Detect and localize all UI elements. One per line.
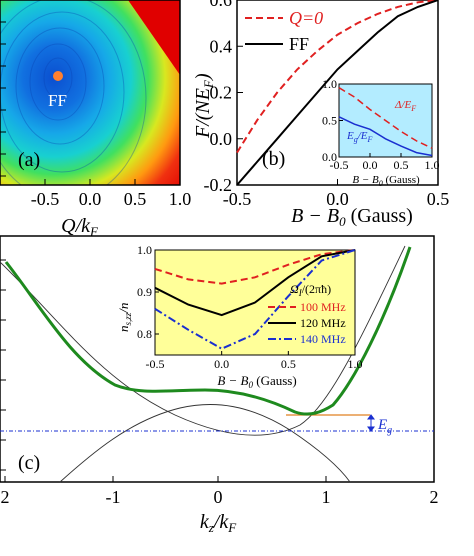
inset-c-ylabel: ns,zz/n (116, 303, 133, 332)
panel-b-xtick-label: 0.0 (326, 189, 349, 209)
green-band-curve (4, 246, 412, 416)
panel-c-xtick-label: 0 (214, 487, 223, 507)
panel-b-xlabel: B − B0 (Gauss) (291, 205, 413, 229)
ff-marker (53, 71, 63, 81)
eg-arrow (367, 414, 375, 432)
inset-c-legend: 100 MHz 120 MHz 140 MHz (268, 300, 346, 346)
ff-point-label: FF (48, 91, 67, 110)
band-lower-thin (59, 404, 351, 483)
inset-c-xtick-label: 1.0 (348, 357, 363, 371)
inset-c-legend-label: 100 MHz (300, 300, 346, 314)
inset-b-ytick-label: 1.0 (322, 77, 337, 91)
inset-b-axes: 0.00.51.0-0.5 0.0 0.5 1.0 (322, 77, 440, 172)
legend-ff-label: FF (289, 34, 309, 54)
panel-b-ytick-label: -0.2 (204, 175, 233, 195)
panel-c-xtick-label: 2 (1, 487, 10, 507)
inset-c-legend-label: 120 MHz (300, 316, 346, 330)
panel-a-xtick-label: 0.5 (124, 189, 147, 209)
inset-b-series-line (338, 87, 433, 149)
panel-b-series (236, 0, 439, 186)
inset-c-ytick-label: 0.8 (137, 327, 152, 341)
panel-b-axes: -0.20.00.20.40.6-0.5 0.0 0.5 (204, 0, 450, 209)
panel-b-label: (b) (262, 148, 285, 170)
panel-b-xtick-label: 0.5 (427, 189, 450, 209)
panel-c-xtick-label: -1 (106, 487, 121, 507)
panel-c-xtick-label: 1 (322, 487, 331, 507)
heatmap-red-region (128, 0, 180, 75)
inset-c-xtick-label: 0.0 (214, 357, 229, 371)
panel-b-ytick-label: 0.4 (210, 36, 233, 56)
panel-b-ytick-label: 0.2 (210, 83, 233, 103)
panel-a-xtick-label: -0.5 (31, 189, 60, 209)
inset-b-series-line (338, 116, 433, 157)
panel-a-x-ticks: -0.5 0.0 0.5 1.0 (31, 179, 192, 209)
panel-c-label: (c) (18, 452, 40, 474)
inset-b-xtick-label: 0.0 (363, 158, 378, 172)
band-upper-thin (0, 245, 406, 436)
panel-b-series-line (236, 0, 439, 154)
inset-b-xtick-label: 0.5 (394, 158, 409, 172)
inset-b-ytick-label: 0.0 (322, 150, 337, 164)
inset-c-series-line (154, 249, 356, 285)
panel-c-xlabel: kz/kF (200, 511, 237, 535)
panel-b-legend: Q=0 FF (245, 8, 323, 54)
panel-c-inset: 0.8 0.9 1.0 -0.5 0.0 0.5 1.0 ns,zz/n B − B0 (G… (116, 243, 363, 390)
inset-c-xtick-label: 0.5 (281, 357, 296, 371)
inset-c-ytick-label: 0.9 (137, 285, 152, 299)
panel-c-xtick-label: 2 (430, 487, 439, 507)
heatmap-contours (0, 0, 147, 185)
inset-c-series-line (154, 249, 356, 350)
panel-b-series-line (236, 0, 439, 186)
inset-c-legend-label: 140 MHz (300, 332, 346, 346)
panel-b-ytick-label: 0.6 (210, 0, 233, 10)
panel-b: -0.20.00.20.40.6-0.5 0.0 0.5 Q=0 FF (b) F/… (192, 0, 449, 229)
panel-c-left-ticks (0, 259, 6, 471)
inset-c-series (154, 249, 356, 350)
inset-c-xtick-label: -0.5 (146, 357, 165, 371)
panel-b-xtick-label: -0.5 (223, 189, 252, 209)
panel-b-ylabel: F/(NEF) (192, 73, 216, 139)
inset-b-xtick-label: 1.0 (425, 158, 440, 172)
legend-q0-label: Q=0 (289, 8, 323, 28)
inset-c-ytick-label: 1.0 (137, 243, 152, 257)
inset-c-axes: 0.8 0.9 1.0 -0.5 0.0 0.5 1.0 (137, 243, 363, 371)
inset-c-legend-title: ΩI/(2πħ) (290, 282, 331, 298)
panel-b-ytick-label: 0.0 (210, 129, 233, 149)
panel-a-xlabel: Q/kF (61, 215, 99, 239)
inset-c-xlabel: B − B0 (Gauss) (217, 373, 296, 390)
panel-a-xtick-label: 1.0 (169, 189, 192, 209)
inset-b-series (338, 87, 433, 157)
panel-a-left-ticks (0, 21, 6, 177)
panel-c: 2 -1 0 1 2 Eg (c) kz/kF 0.8 0.9 1.0 -0.5 0.0 0.5 1… (0, 235, 439, 535)
panel-a-xtick-label: 0.0 (79, 189, 102, 209)
inset-b-eg-label: Eg/EF (346, 130, 373, 144)
inset-c-series-line (154, 249, 356, 317)
panel-a: FF (a) -0.5 0.0 0.5 1.0 Q/kF (0, 0, 191, 239)
inset-b-ytick-label: 0.5 (322, 114, 337, 128)
inset-b-xlabel: B − B0 (Gauss) (352, 174, 420, 188)
inset-b-xtick-label: -0.5 (330, 158, 349, 172)
panel-a-label: (a) (18, 149, 40, 171)
eg-label: Eg (377, 417, 392, 436)
panel-c-axes: 2 -1 0 1 2 (1, 476, 439, 507)
panel-b-inset: 0.00.51.0-0.5 0.0 0.5 1.0 Δ/EF Eg/EF B − B0… (322, 77, 440, 188)
inset-b-delta-label: Δ/EF (394, 99, 416, 113)
